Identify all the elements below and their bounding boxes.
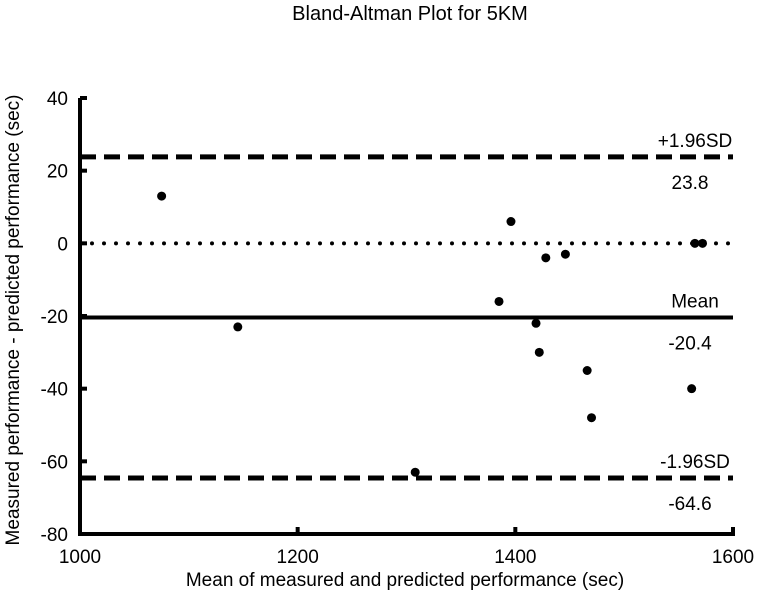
data-point bbox=[157, 191, 167, 201]
x-axis-label: Mean of measured and predicted performan… bbox=[186, 570, 624, 591]
data-point bbox=[587, 413, 597, 423]
reference-line-label: Mean bbox=[671, 291, 719, 312]
reference-line-value: -20.4 bbox=[668, 333, 712, 354]
data-point bbox=[560, 249, 570, 259]
y-tick-label: 40 bbox=[47, 89, 68, 110]
y-axis-label: Measured performance - predicted perform… bbox=[3, 95, 24, 546]
reference-line-label: -1.96SD bbox=[660, 452, 730, 473]
data-point bbox=[531, 318, 541, 328]
data-point bbox=[698, 238, 708, 248]
y-tick-label: -20 bbox=[41, 307, 68, 328]
y-tick-label: -40 bbox=[41, 380, 68, 401]
reference-line-value: 23.8 bbox=[672, 173, 709, 194]
data-point bbox=[233, 322, 243, 332]
data-point bbox=[506, 217, 516, 227]
data-point bbox=[410, 467, 420, 477]
y-tick-label: -80 bbox=[41, 525, 68, 546]
reference-line-label: +1.96SD bbox=[658, 131, 732, 152]
y-tick-label: 20 bbox=[47, 162, 68, 183]
chart-title: Bland-Altman Plot for 5KM bbox=[292, 3, 528, 25]
data-point bbox=[582, 366, 592, 375]
y-tick-label: -60 bbox=[41, 452, 68, 473]
x-tick-label: 1000 bbox=[59, 547, 101, 568]
data-point bbox=[690, 238, 700, 248]
data-point bbox=[541, 253, 551, 263]
x-tick-label: 1200 bbox=[277, 547, 319, 568]
y-tick-label: 0 bbox=[57, 234, 68, 255]
data-point bbox=[494, 296, 504, 306]
data-point bbox=[687, 384, 697, 394]
x-tick-label: 1600 bbox=[712, 547, 754, 568]
data-point bbox=[534, 347, 544, 357]
reference-line-value: -64.6 bbox=[668, 494, 711, 515]
x-tick-label: 1400 bbox=[494, 547, 536, 568]
